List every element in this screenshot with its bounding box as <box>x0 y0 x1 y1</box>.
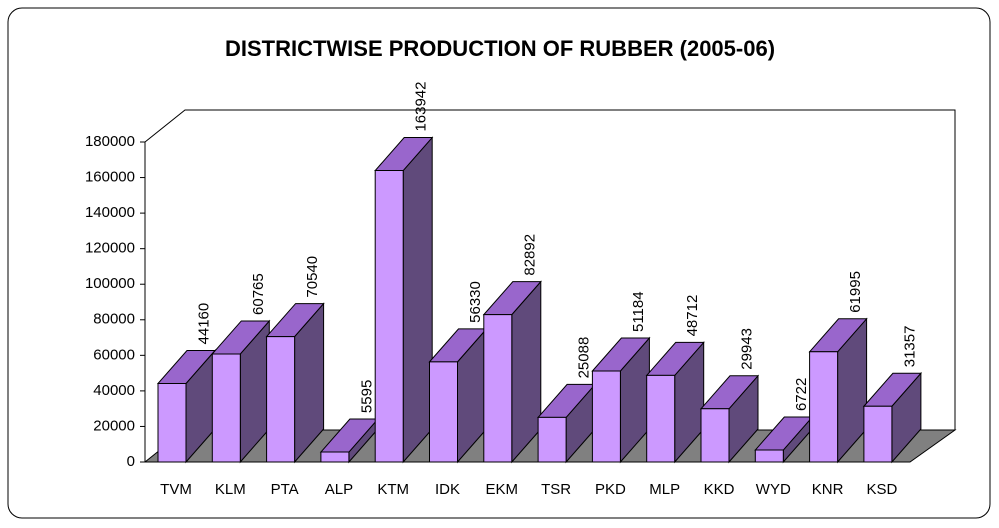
bar <box>428 327 488 464</box>
y-tick-label: 100000 <box>85 275 135 292</box>
value-label: 56330 <box>467 281 484 323</box>
bar <box>591 336 651 464</box>
bar-front <box>374 170 404 463</box>
bar-front <box>537 416 567 463</box>
value-label: 5595 <box>358 380 375 413</box>
bar <box>699 374 760 464</box>
y-tick-label: 120000 <box>85 240 135 257</box>
value-label: 60765 <box>250 273 267 315</box>
x-tick-label: ALP <box>325 481 353 498</box>
y-tick-label: 40000 <box>93 382 135 399</box>
x-tick-label: KLM <box>215 481 246 498</box>
bar <box>211 319 271 464</box>
bar <box>319 417 380 464</box>
bar <box>808 317 868 464</box>
y-tick-label: 160000 <box>85 169 135 186</box>
x-tick-label: PTA <box>271 481 299 498</box>
x-tick-label: TVM <box>160 481 192 498</box>
y-tick-label: 180000 <box>85 133 135 150</box>
y-tick-label: 20000 <box>93 417 135 434</box>
bar-front <box>483 314 513 463</box>
x-tick-label: WYD <box>756 481 791 498</box>
x-tick-label: KKD <box>704 481 735 498</box>
value-label: 82892 <box>521 234 538 276</box>
value-label: 44160 <box>195 303 212 345</box>
x-tick-label: TSR <box>541 481 571 498</box>
value-label: 48712 <box>684 295 701 337</box>
bar-front <box>863 405 893 463</box>
value-label: 29943 <box>738 328 755 370</box>
bar-front <box>754 449 784 463</box>
x-tick-label: KSD <box>866 481 897 498</box>
bar <box>754 415 814 464</box>
bar-front <box>157 382 187 463</box>
bar <box>374 136 434 464</box>
x-tick-label: PKD <box>595 481 626 498</box>
back-wall <box>144 109 956 430</box>
value-label: 51184 <box>630 291 647 332</box>
x-tick-label: KTM <box>377 481 409 498</box>
x-tick-label: IDK <box>435 481 460 498</box>
bar-front <box>700 408 730 463</box>
bar-front <box>646 374 676 463</box>
bar <box>482 280 542 464</box>
bar-front <box>809 351 839 463</box>
value-label: 25088 <box>576 337 593 379</box>
bar <box>265 302 325 464</box>
value-label: 61995 <box>847 271 864 313</box>
x-tick-label: EKM <box>486 481 519 498</box>
chart-title: DISTRICTWISE PRODUCTION OF RUBBER (2005-… <box>225 36 775 61</box>
bar <box>862 371 923 464</box>
value-label: 163942 <box>413 81 430 131</box>
bar-front <box>320 451 350 463</box>
y-tick-label: 80000 <box>93 311 135 328</box>
bar-front <box>266 336 296 463</box>
y-tick-label: 60000 <box>93 346 135 363</box>
bar <box>645 341 705 464</box>
x-tick-label: KNR <box>812 481 844 498</box>
bar-side <box>402 136 433 464</box>
y-tick-label: 140000 <box>85 204 135 221</box>
x-tick-label: MLP <box>649 481 680 498</box>
value-label: 6722 <box>793 378 810 411</box>
bar-front <box>211 353 241 463</box>
value-label: 70540 <box>304 256 321 298</box>
bar-front <box>429 361 458 463</box>
y-tick-label: 0 <box>127 453 135 470</box>
value-label: 31357 <box>901 326 918 368</box>
bar-front <box>591 370 621 463</box>
